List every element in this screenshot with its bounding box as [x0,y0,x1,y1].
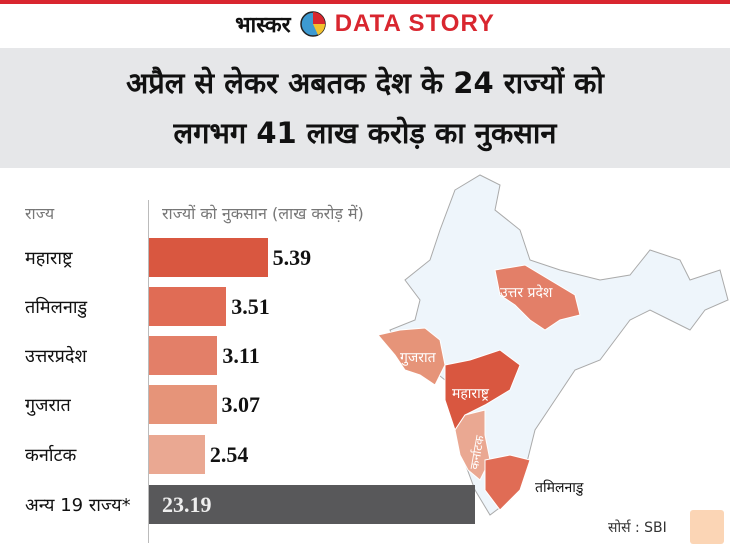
category-header: राज्य [25,204,55,223]
category-label: गुजरात [25,395,71,416]
value-header: राज्यों को नुकसान (लाख करोड़ में) [162,204,364,223]
map-tamil-nadu [484,454,531,511]
value-label: 2.54 [209,442,249,467]
axis-line [148,200,149,543]
map-label-maharashtra: महाराष्ट्र [452,386,490,402]
brand-hindi: भास्कर [235,13,291,38]
value-label: 23.19 [162,492,212,517]
map-maharashtra [444,349,521,432]
value-label: 3.11 [222,343,260,368]
title-box: अप्रैल से लेकर अबतक देश के 24 राज्यों को… [0,48,730,168]
top-accent-line [0,0,730,4]
map-label-up: उत्तर प्रदेश [500,284,553,301]
source-text: सोर्स : SBI [608,520,667,536]
india-map: उत्तर प्रदेश गुजरात महाराष्ट्र कर्नाटक त… [377,174,729,516]
map-label-gujarat: गुजरात [400,350,437,366]
value-label: 3.07 [221,392,261,417]
dainik-bhaskar-logo [690,510,724,544]
map-label-tamilnadu: तमिलनाडु [535,479,584,496]
title-line-2: लगभग 41 लाख करोड़ का नुकसान [173,116,557,150]
category-label: अन्य 19 राज्य* [25,495,131,516]
category-label: कर्नाटक [25,445,77,466]
bar [149,287,227,326]
map-label-karnataka: कर्नाटक [467,434,487,471]
category-label: उत्तरप्रदेश [25,346,87,367]
bar [149,435,205,474]
brand-header: भास्कर DATA STORY [0,8,730,40]
value-label: 3.51 [231,294,270,319]
bar [149,485,475,524]
map-gujarat [377,327,446,386]
title-line-1: अप्रैल से लेकर अबतक देश के 24 राज्यों को [126,66,604,100]
bar [149,336,218,375]
bar [149,385,217,424]
value-label: 5.39 [272,245,312,270]
data-story-wordmark: DATA STORY [334,10,495,37]
pie-chart-icon [299,11,326,37]
bar [149,238,268,277]
map-uttar-pradesh [494,264,581,331]
category-label: महाराष्ट्र [25,248,73,269]
category-label: तमिलनाडु [25,297,88,318]
